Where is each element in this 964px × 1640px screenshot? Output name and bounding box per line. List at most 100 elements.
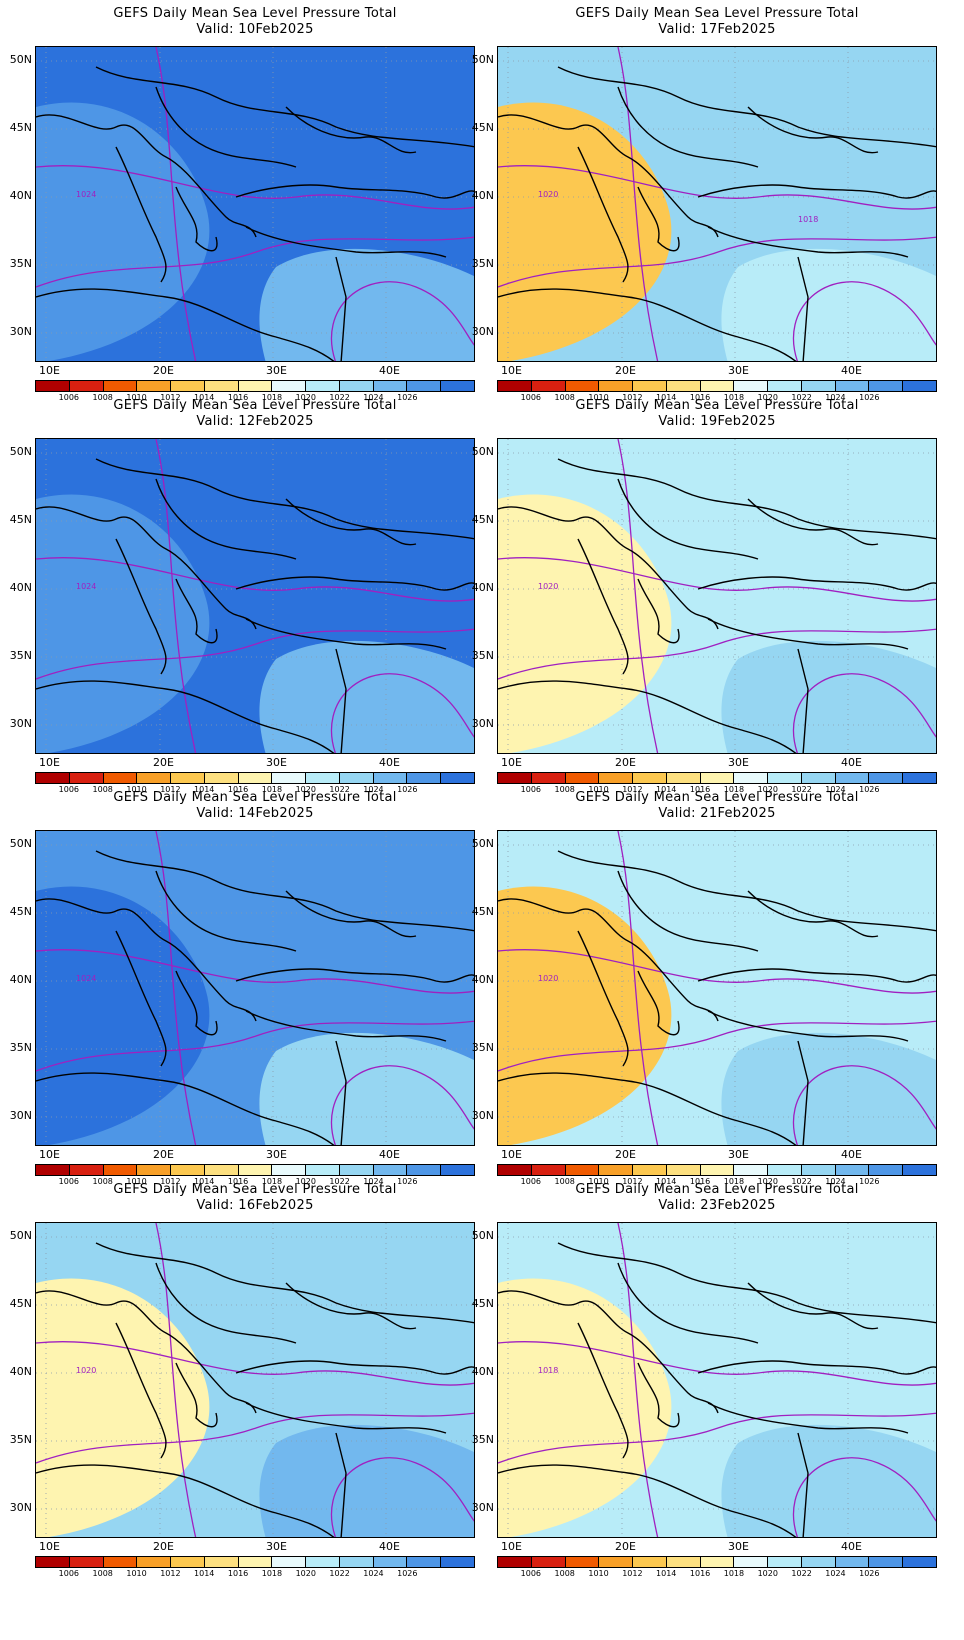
coastline: [175, 1362, 218, 1428]
coastline: [498, 1464, 797, 1537]
map-panel: GEFS Daily Mean Sea Level Pressure Total…: [0, 0, 482, 410]
colorbar-swatch: [531, 1165, 566, 1175]
isobar-contour: [617, 47, 659, 361]
pressure-map: 1024: [35, 46, 475, 362]
isobar-contour: [792, 1065, 936, 1145]
panel-title: GEFS Daily Mean Sea Level Pressure Total: [113, 398, 397, 413]
isobar-contour: [498, 628, 936, 680]
coastline: [747, 890, 879, 938]
coastline: [36, 114, 257, 238]
colorbar-swatch: [238, 1165, 273, 1175]
isobar-contour: [792, 1457, 936, 1537]
colorbar-tick-label: 1012: [622, 785, 643, 794]
colorbar-tick-label: 1008: [92, 1569, 113, 1578]
colorbar-tick-label: 1014: [656, 785, 677, 794]
colorbar-swatch: [373, 1165, 408, 1175]
colorbar-swatch: [36, 1165, 70, 1175]
map-canvas: 1020: [498, 831, 936, 1145]
map-panel: GEFS Daily Mean Sea Level Pressure Total…: [0, 392, 482, 802]
map-panel: GEFS Daily Mean Sea Level Pressure Total…: [0, 1176, 482, 1586]
isobar-contour: [330, 1457, 474, 1537]
coastline: [498, 898, 719, 1022]
colorbar: [35, 1164, 475, 1176]
isobar-contour: [330, 1065, 474, 1145]
colorbar-swatch: [835, 773, 870, 783]
colorbar-swatch: [633, 773, 667, 783]
coastline: [577, 1322, 629, 1459]
longitude-label: 40E: [379, 1148, 400, 1161]
isobar-contour: [792, 281, 936, 361]
coastline: [498, 1072, 797, 1145]
latitude-label: 35N: [471, 257, 494, 270]
latitude-label: 35N: [9, 1041, 32, 1054]
colorbar-tick-label: 1018: [261, 785, 283, 794]
colorbar-tick-label: 1026: [859, 785, 880, 794]
colorbar-swatch: [768, 381, 802, 391]
pressure-map: 1020: [497, 830, 937, 1146]
coastline: [498, 288, 797, 361]
isobar-contour: [498, 1341, 936, 1386]
latitude-label: 50N: [9, 445, 32, 458]
latitude-label: 45N: [9, 1297, 32, 1310]
colorbar-tick-label: 1026: [397, 393, 418, 402]
colorbar-tick-label: 1016: [227, 393, 249, 402]
colorbar-swatch: [734, 773, 769, 783]
colorbar-tick-label: 1018: [723, 393, 745, 402]
colorbar-swatch: [498, 1557, 532, 1567]
colorbar-tick-label: 1008: [554, 393, 575, 402]
colorbar-tick-label: 1010: [588, 1569, 609, 1578]
colorbar-tick-label: 1020: [757, 785, 778, 794]
isobar-label: 1024: [76, 190, 96, 199]
longitude-label: 20E: [615, 364, 636, 377]
colorbar-swatch: [238, 773, 273, 783]
colorbar-swatch: [238, 1557, 273, 1567]
longitude-label: 20E: [153, 1148, 174, 1161]
colorbar-swatch: [801, 1557, 836, 1567]
colorbar-swatch: [373, 773, 408, 783]
colorbar-swatch: [103, 1557, 138, 1567]
latitude-label: 40N: [471, 581, 494, 594]
coastline: [577, 930, 629, 1067]
coastline: [155, 478, 297, 560]
longitude-label: 40E: [841, 1540, 862, 1553]
coastline: [155, 86, 297, 168]
colorbar-tick-label: 1018: [723, 1177, 745, 1186]
longitude-label: 10E: [39, 1540, 60, 1553]
latitude-label: 50N: [471, 53, 494, 66]
colorbar-swatch: [204, 773, 239, 783]
latitude-label: 40N: [9, 973, 32, 986]
colorbar-tick-label: 1008: [92, 393, 113, 402]
panel-title: GEFS Daily Mean Sea Level Pressure Total: [113, 1182, 397, 1197]
isobar-contour: [36, 165, 474, 210]
colorbar-swatch: [204, 1557, 239, 1567]
coastline: [797, 648, 809, 753]
isobar-contour: [617, 439, 659, 753]
latitude-label: 40N: [471, 973, 494, 986]
isobar-label: 1020: [76, 1366, 96, 1375]
panel-title: GEFS Daily Mean Sea Level Pressure Total: [113, 790, 397, 805]
colorbar-tick-label: 1008: [92, 785, 113, 794]
colorbar-swatch: [700, 381, 735, 391]
colorbar: [497, 380, 937, 392]
colorbar-swatch: [137, 1557, 172, 1567]
colorbar-swatch: [306, 773, 340, 783]
colorbar-tick-label: 1012: [160, 1569, 181, 1578]
coastline: [285, 890, 417, 938]
panel-valid-date: Valid: 21Feb2025: [658, 806, 776, 821]
colorbar-swatch: [801, 381, 836, 391]
colorbar-swatch: [666, 773, 701, 783]
coastline: [95, 1242, 474, 1324]
longitude-label: 10E: [39, 756, 60, 769]
colorbar-swatch: [666, 381, 701, 391]
colorbar-swatch: [373, 1557, 408, 1567]
coastline: [95, 458, 474, 540]
coastline: [637, 186, 680, 252]
isobar-contour: [155, 1223, 197, 1537]
coastline: [747, 106, 879, 154]
latitude-label: 50N: [471, 445, 494, 458]
colorbar-swatch: [498, 1165, 532, 1175]
pressure-map: 1024: [35, 438, 475, 754]
isobar-contour: [36, 236, 474, 288]
coastline: [797, 1432, 809, 1537]
